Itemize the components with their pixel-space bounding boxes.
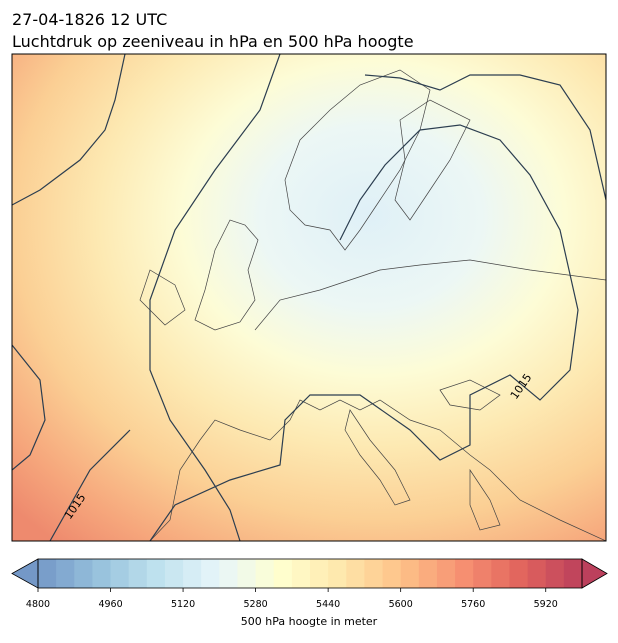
colorbar-segment (473, 559, 492, 588)
colorbar-label: 500 hPa hoogte in meter (241, 615, 378, 628)
colorbar-tick-label: 5760 (461, 599, 485, 610)
map: 1015 1015 (12, 54, 606, 541)
colorbar-segment (563, 559, 583, 588)
colorbar-segment (219, 559, 238, 588)
colorbar-tick-label: 5440 (316, 599, 340, 610)
colorbar-segment (310, 559, 329, 588)
colorbar-segment (237, 559, 257, 588)
colorbar-segment (291, 559, 311, 588)
colorbar-segment (128, 559, 148, 588)
colorbar-tick-label: 5120 (171, 599, 195, 610)
colorbar-segment (364, 559, 384, 588)
colorbar-segment (418, 559, 438, 588)
height-field (12, 54, 606, 541)
map-frame (11, 53, 607, 542)
colorbar-segment (164, 559, 184, 588)
colorbar-segment (527, 559, 547, 588)
title-line-1: 27-04-1826 12 UTC (12, 10, 167, 29)
colorbar-segment (146, 559, 166, 588)
colorbar-segment (491, 559, 510, 588)
colorbar: 4800 4960 5120 5280 5440 5600 5760 5920 (11, 558, 608, 610)
colorbar-segment (110, 559, 130, 588)
colorbar-segment (436, 559, 456, 588)
colorbar-segment (346, 559, 365, 588)
colorbar-segment (328, 559, 347, 588)
colorbar-tick-label: 4960 (98, 599, 122, 610)
colorbar-segment (273, 559, 293, 588)
colorbar-segment (400, 559, 420, 588)
colorbar-segment (455, 559, 474, 588)
colorbar-segment (545, 559, 565, 588)
coastlines (139, 69, 606, 541)
colorbar-segment (92, 559, 112, 588)
colorbar-extend-high (581, 558, 608, 589)
colorbar-segment (255, 559, 275, 588)
colorbar-segment (201, 559, 220, 588)
pressure-contours (12, 54, 606, 541)
colorbar-segment (74, 559, 93, 588)
colorbar-tick-label: 4800 (26, 599, 50, 610)
colorbar-segment (183, 559, 202, 588)
colorbar-segment (509, 559, 529, 588)
title-line-2: Luchtdruk op zeeniveau in hPa en 500 hPa… (12, 32, 414, 51)
colorbar-frame (37, 558, 583, 589)
colorbar-segment (382, 559, 402, 588)
colorbar-segment (56, 559, 75, 588)
colorbar-segment (38, 559, 57, 588)
colorbar-extend-low (11, 558, 39, 589)
colorbar-tick-label: 5920 (534, 599, 558, 610)
colorbar-tick-label: 5280 (244, 599, 268, 610)
colorbar-tick-label: 5600 (389, 599, 413, 610)
